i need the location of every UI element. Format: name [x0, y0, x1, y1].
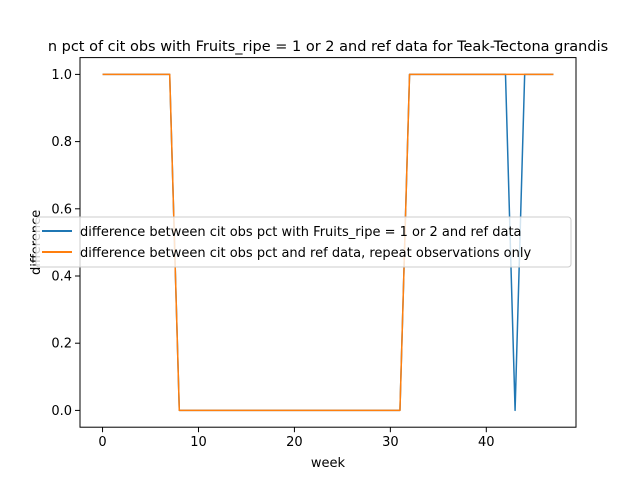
x-tick-label: 40	[478, 435, 495, 450]
series-line-2	[102, 73, 554, 412]
y-tick-label: 0.0	[51, 404, 72, 419]
y-tick-label: 1.0	[51, 68, 72, 83]
x-tick-label: 10	[190, 435, 207, 450]
series-layer	[102, 73, 554, 412]
x-axis-ticks: 0 10 20 30 40	[98, 427, 495, 450]
x-axis-label: week	[311, 456, 346, 471]
x-tick-label: 30	[382, 435, 399, 450]
y-tick-label: 0.8	[51, 135, 72, 150]
chart-title: n pct of cit obs with Fruits_ripe = 1 or…	[48, 39, 608, 55]
y-tick-label: 0.2	[51, 337, 72, 352]
y-axis-ticks: 0.0 0.2 0.4 0.6 0.8 1.0	[51, 68, 80, 419]
legend-label-series-1: difference between cit obs pct with Frui…	[80, 225, 522, 240]
y-tick-label: 0.6	[51, 202, 72, 217]
y-tick-label: 0.4	[51, 270, 72, 285]
x-tick-label: 0	[98, 435, 106, 450]
legend-box	[35, 216, 572, 268]
legend: difference between cit obs pct with Frui…	[35, 216, 572, 268]
legend-label-series-2: difference between cit obs pct and ref d…	[80, 246, 531, 261]
x-tick-label: 20	[286, 435, 303, 450]
